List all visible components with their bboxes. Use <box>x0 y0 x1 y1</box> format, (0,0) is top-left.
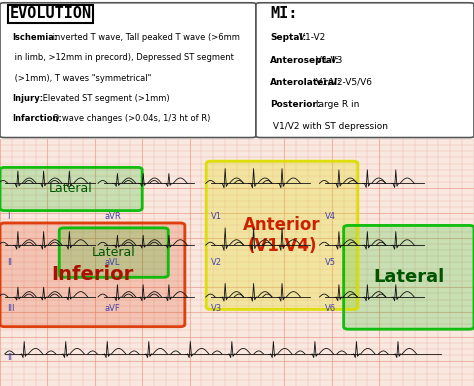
Text: EVOLUTION: EVOLUTION <box>9 6 91 21</box>
Text: aVF: aVF <box>104 304 120 313</box>
Text: I: I <box>7 212 9 221</box>
Text: Anteroseptal:: Anteroseptal: <box>270 56 340 64</box>
Text: Septal:: Septal: <box>270 33 306 42</box>
Text: III: III <box>7 304 15 313</box>
Text: V1/V2-V5/V6: V1/V2-V5/V6 <box>313 78 372 87</box>
FancyBboxPatch shape <box>206 161 358 310</box>
FancyBboxPatch shape <box>256 3 474 137</box>
Text: Lateral: Lateral <box>92 246 136 259</box>
Text: Injury:: Injury: <box>12 94 43 103</box>
Text: MI:: MI: <box>270 6 298 21</box>
Text: Lateral: Lateral <box>49 183 93 195</box>
Text: Anterolateral:: Anterolateral: <box>270 78 342 87</box>
Text: in limb, >12mm in precord), Depressed ST segment: in limb, >12mm in precord), Depressed ST… <box>12 54 234 63</box>
FancyBboxPatch shape <box>0 139 474 386</box>
Text: Ischemia:: Ischemia: <box>12 33 57 42</box>
Text: V1/V2 with ST depression: V1/V2 with ST depression <box>270 122 388 131</box>
Text: Anterior
(V1-V4): Anterior (V1-V4) <box>243 216 321 255</box>
Text: V1: V1 <box>211 212 222 221</box>
Text: inverted T wave, Tall peaked T wave (>6mm: inverted T wave, Tall peaked T wave (>6m… <box>50 33 240 42</box>
Text: V1-V3: V1-V3 <box>313 56 342 64</box>
Text: V3: V3 <box>211 304 222 313</box>
Text: aVR: aVR <box>104 212 121 221</box>
Text: V4: V4 <box>325 212 336 221</box>
FancyBboxPatch shape <box>344 225 474 329</box>
Text: aVL: aVL <box>104 258 120 267</box>
FancyBboxPatch shape <box>0 223 185 327</box>
Text: Infarction:: Infarction: <box>12 114 62 123</box>
Text: Inferior: Inferior <box>51 265 134 284</box>
Text: (>1mm), T waves "symmetrical": (>1mm), T waves "symmetrical" <box>12 74 151 83</box>
Text: Posterior:: Posterior: <box>270 100 321 109</box>
Text: Lateral: Lateral <box>373 268 445 286</box>
Text: V1-V2: V1-V2 <box>296 33 326 42</box>
Text: II: II <box>7 353 12 362</box>
FancyBboxPatch shape <box>59 228 168 277</box>
FancyBboxPatch shape <box>0 3 256 137</box>
Text: V5: V5 <box>325 258 336 267</box>
Text: V2: V2 <box>211 258 222 267</box>
Text: Elevated ST segment (>1mm): Elevated ST segment (>1mm) <box>40 94 170 103</box>
Text: V6: V6 <box>325 304 336 313</box>
Text: II: II <box>7 258 12 267</box>
Text: Q wave changes (>0.04s, 1/3 ht of R): Q wave changes (>0.04s, 1/3 ht of R) <box>50 114 210 123</box>
FancyBboxPatch shape <box>0 168 142 211</box>
Text: large R in: large R in <box>313 100 359 109</box>
